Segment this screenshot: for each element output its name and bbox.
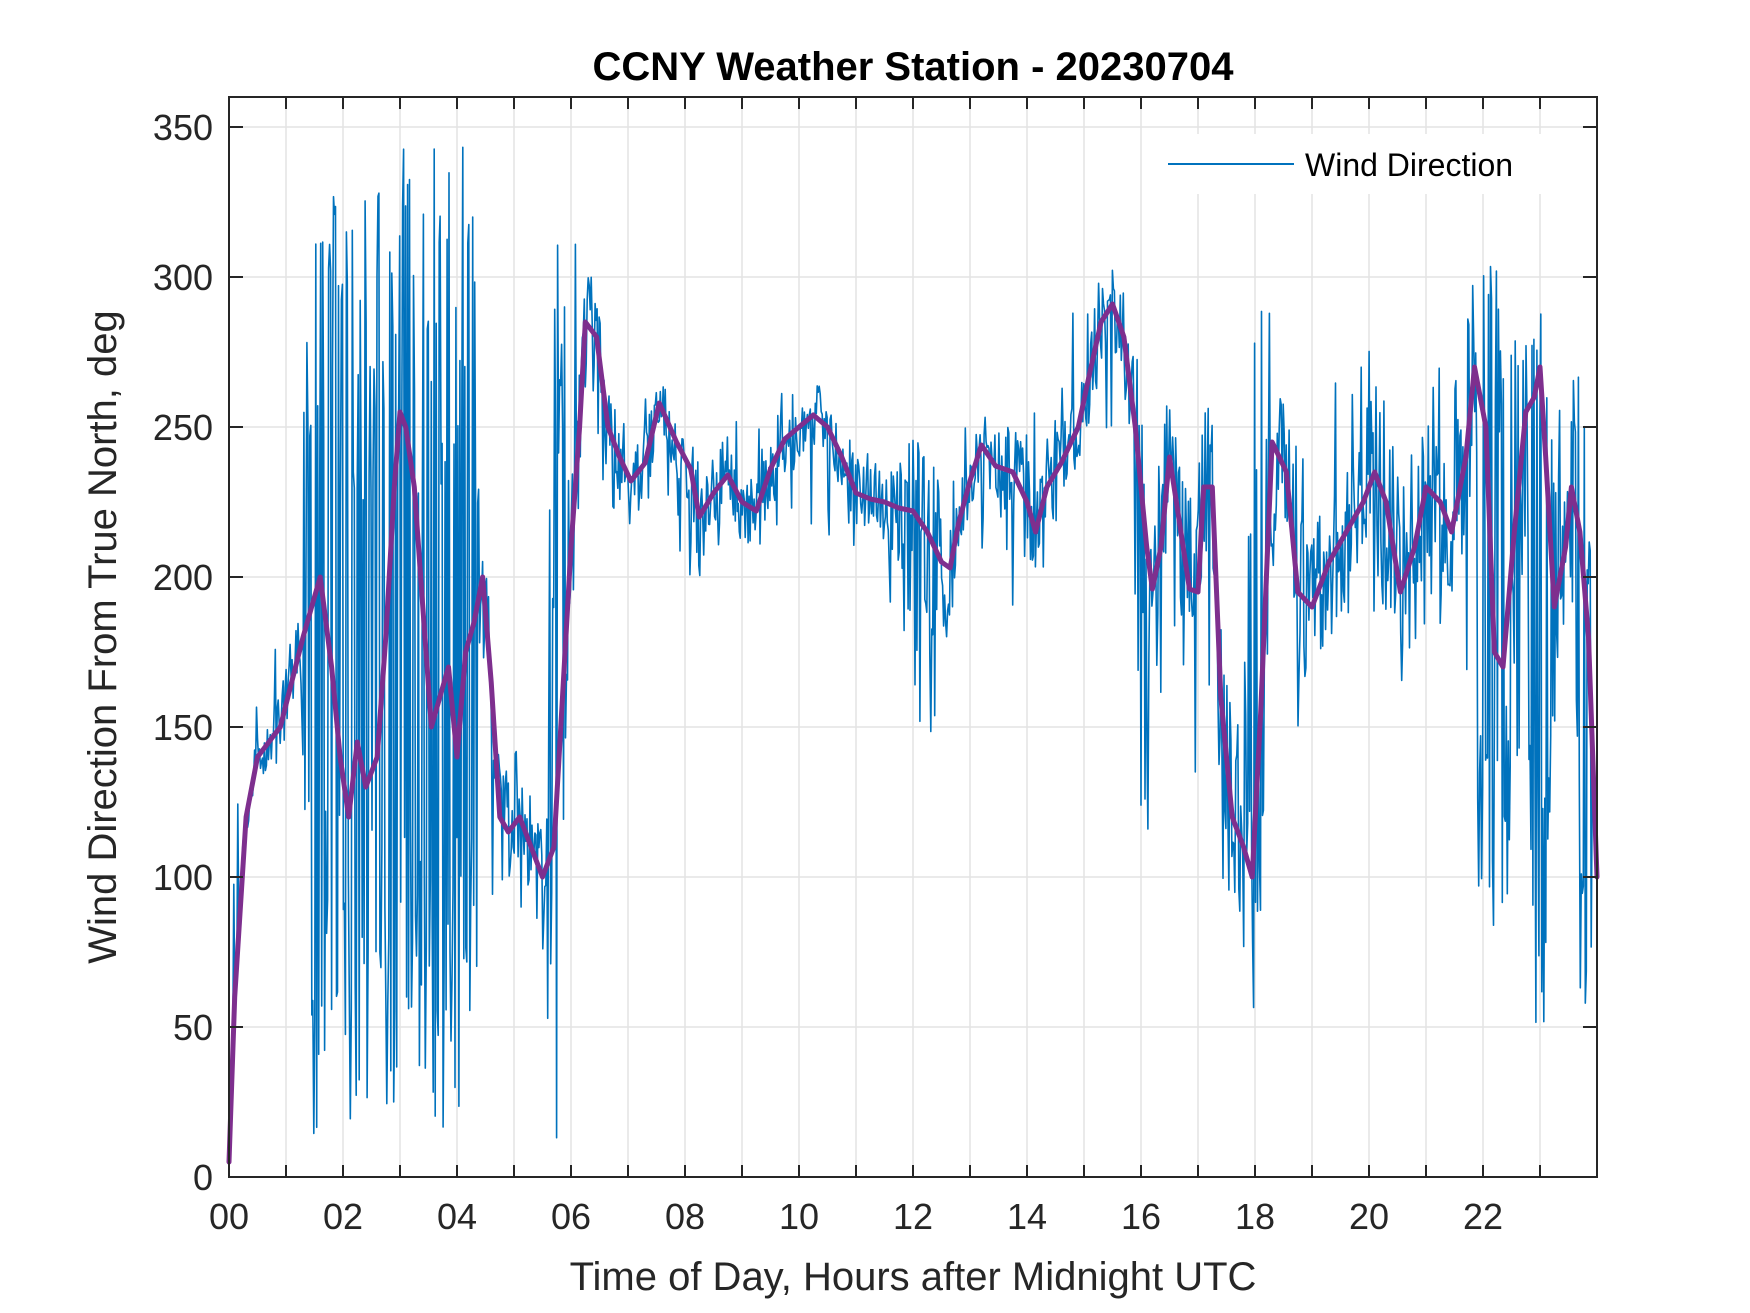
x-tick-label: 00: [209, 1196, 249, 1237]
y-tick-label: 250: [153, 407, 213, 448]
x-tick-label: 22: [1463, 1196, 1503, 1237]
y-tick-label: 350: [153, 107, 213, 148]
legend-entry-label: Wind Direction: [1305, 147, 1513, 183]
legend: Wind Direction: [1150, 134, 1580, 194]
series-line-smoothed: [226, 301, 1600, 1165]
x-tick-label: 16: [1121, 1196, 1161, 1237]
x-axis-label: Time of Day, Hours after Midnight UTC: [570, 1255, 1257, 1299]
x-tick-label: 10: [779, 1196, 819, 1237]
series: [226, 146, 1600, 1165]
x-tick-label: 18: [1235, 1196, 1275, 1237]
ticks: 00 02 04 06 08 10 12 14 16 18 20 22 0 50 100 150 200 250 3…: [153, 97, 1597, 1237]
x-tick-label: 06: [551, 1196, 591, 1237]
y-tick-label: 150: [153, 707, 213, 748]
x-tick-label: 04: [437, 1196, 477, 1237]
series-line-wind-direction: [231, 146, 1595, 1139]
x-tick-label: 08: [665, 1196, 705, 1237]
y-tick-label: 100: [153, 857, 213, 898]
y-tick-label: 0: [193, 1157, 213, 1198]
x-tick-label: 02: [323, 1196, 363, 1237]
y-axis-label: Wind Direction From True North, deg: [81, 310, 125, 964]
y-tick-label: 50: [173, 1007, 213, 1048]
x-tick-label: 14: [1007, 1196, 1047, 1237]
y-tick-label: 300: [153, 257, 213, 298]
chart-title: CCNY Weather Station - 20230704: [593, 45, 1235, 89]
y-tick-label: 200: [153, 557, 213, 598]
grid: [229, 97, 1597, 1178]
x-tick-label: 20: [1349, 1196, 1389, 1237]
x-tick-label: 12: [893, 1196, 933, 1237]
